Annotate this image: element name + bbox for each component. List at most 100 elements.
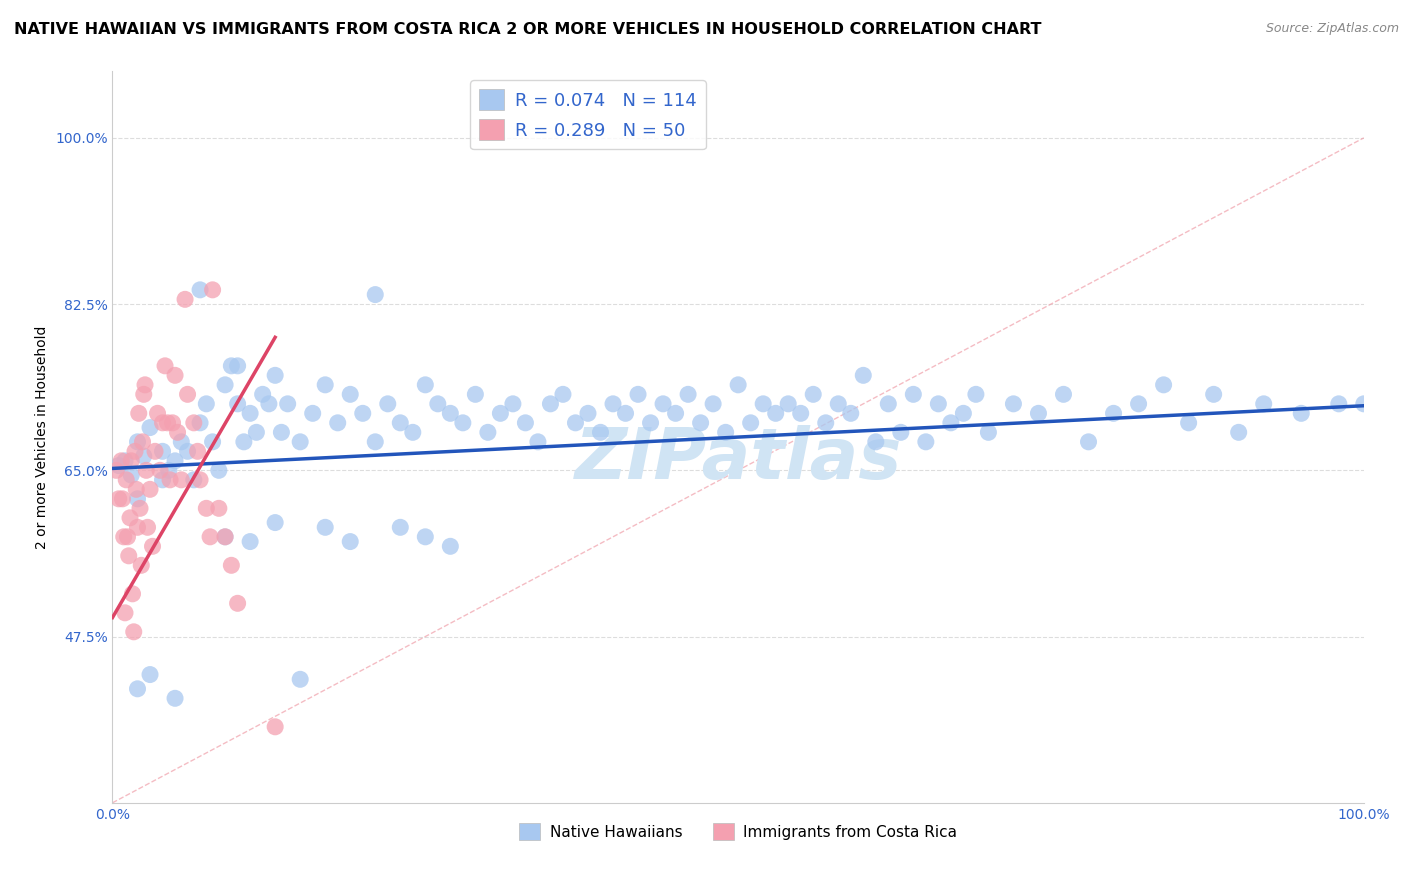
Point — [208, 463, 231, 477]
Point — [364, 434, 387, 449]
Point — [489, 406, 512, 420]
Point — [602, 397, 624, 411]
Point — [139, 483, 162, 497]
Point — [551, 387, 574, 401]
Point — [778, 397, 800, 411]
Y-axis label: 2 or more Vehicles in Household: 2 or more Vehicles in Household — [35, 326, 49, 549]
Point — [977, 425, 1000, 440]
Point — [264, 720, 287, 734]
Point — [589, 425, 612, 440]
Point — [413, 377, 436, 392]
Point — [226, 359, 249, 373]
Point — [105, 463, 128, 477]
Point — [139, 667, 162, 681]
Point — [214, 377, 236, 392]
Point — [877, 397, 900, 411]
Point — [1128, 397, 1150, 411]
Point — [132, 449, 155, 463]
Point — [117, 530, 139, 544]
Point — [270, 425, 292, 440]
Point — [277, 397, 299, 411]
Point — [627, 387, 650, 401]
Point — [1153, 377, 1175, 392]
Point — [127, 434, 149, 449]
Point — [790, 406, 813, 420]
Point — [314, 520, 336, 534]
Point — [129, 558, 152, 573]
Text: NATIVE HAWAIIAN VS IMMIGRANTS FROM COSTA RICA 2 OR MORE VEHICLES IN HOUSEHOLD CO: NATIVE HAWAIIAN VS IMMIGRANTS FROM COSTA… — [14, 22, 1042, 37]
Point — [890, 425, 912, 440]
Text: Source: ZipAtlas.com: Source: ZipAtlas.com — [1265, 22, 1399, 36]
Point — [120, 468, 142, 483]
Point — [226, 596, 249, 610]
Point — [152, 416, 174, 430]
Point — [174, 293, 197, 307]
Point — [187, 444, 209, 458]
Point — [1353, 397, 1375, 411]
Point — [107, 458, 129, 473]
Point — [752, 397, 775, 411]
Point — [576, 406, 599, 420]
Point — [1202, 387, 1225, 401]
Point — [1291, 406, 1313, 420]
Point — [640, 416, 662, 430]
Text: ZIPatlas: ZIPatlas — [575, 425, 901, 493]
Point — [232, 434, 254, 449]
Point — [136, 520, 159, 534]
Point — [176, 444, 198, 458]
Point — [257, 397, 280, 411]
Point — [377, 397, 399, 411]
Point — [112, 530, 135, 544]
Point — [865, 434, 887, 449]
Point — [163, 691, 186, 706]
Point — [1052, 387, 1074, 401]
Point — [214, 530, 236, 544]
Point — [477, 425, 499, 440]
Point — [352, 406, 374, 420]
Point — [252, 387, 274, 401]
Point — [527, 434, 550, 449]
Point — [814, 416, 837, 430]
Point — [134, 377, 156, 392]
Point — [111, 491, 134, 506]
Point — [801, 387, 824, 401]
Point — [714, 425, 737, 440]
Point — [124, 444, 146, 458]
Point — [146, 406, 169, 420]
Point — [118, 511, 141, 525]
Point — [107, 491, 129, 506]
Point — [264, 368, 287, 383]
Point — [1002, 397, 1025, 411]
Point — [727, 377, 749, 392]
Point — [166, 425, 188, 440]
Point — [264, 516, 287, 530]
Point — [564, 416, 586, 430]
Point — [426, 397, 449, 411]
Point — [188, 416, 211, 430]
Point — [157, 463, 180, 477]
Point — [195, 397, 218, 411]
Point — [127, 520, 149, 534]
Point — [702, 397, 724, 411]
Point — [765, 406, 787, 420]
Legend: Native Hawaiians, Immigrants from Costa Rica: Native Hawaiians, Immigrants from Costa … — [513, 816, 963, 847]
Point — [121, 587, 143, 601]
Point — [464, 387, 486, 401]
Point — [439, 406, 461, 420]
Point — [201, 434, 224, 449]
Point — [208, 501, 231, 516]
Point — [1177, 416, 1199, 430]
Point — [176, 387, 198, 401]
Point — [122, 624, 145, 639]
Point — [127, 491, 149, 506]
Point — [740, 416, 762, 430]
Point — [1028, 406, 1050, 420]
Point — [952, 406, 974, 420]
Point — [1327, 397, 1350, 411]
Point — [214, 530, 236, 544]
Point — [118, 549, 141, 563]
Point — [141, 539, 163, 553]
Point — [170, 473, 193, 487]
Point — [239, 406, 262, 420]
Point — [143, 444, 166, 458]
